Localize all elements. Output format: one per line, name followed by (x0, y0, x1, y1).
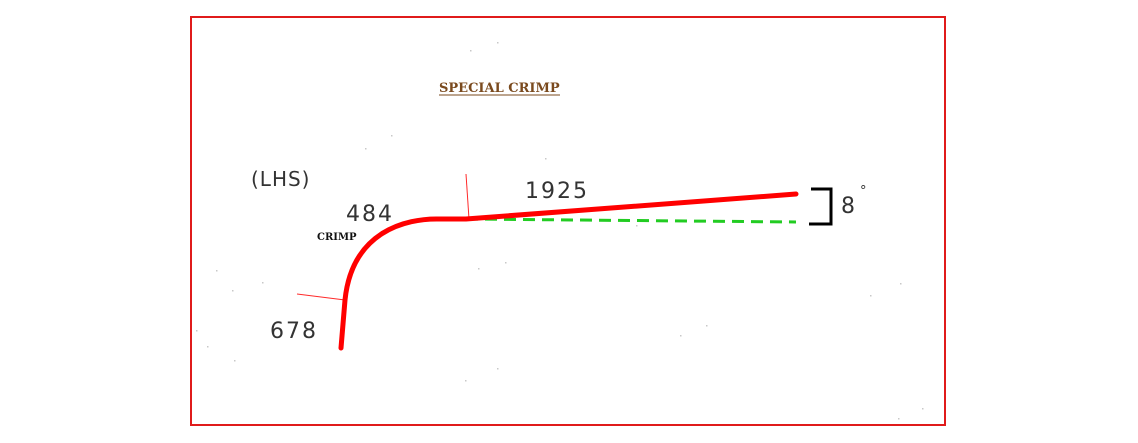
angle-degree-symbol: ° (860, 184, 867, 199)
drawing-title: SPECIAL CRIMP (439, 81, 560, 96)
reference-dashed-line (465, 217, 797, 224)
dimension-crimp-radius: 484 (346, 202, 394, 227)
crimp-label: CRIMP (317, 232, 357, 243)
tick-line-left (296, 293, 346, 301)
crimp-profile-line (338, 191, 799, 351)
angle-bracket (809, 187, 833, 226)
side-label: (LHS) (251, 167, 310, 191)
dimension-vertical-leg: 678 (270, 319, 318, 344)
tick-line-top (465, 173, 470, 220)
dimension-main-length: 1925 (525, 179, 589, 204)
angle-value: 8 (841, 194, 855, 219)
background-speckles (196, 42, 924, 420)
drawing-border (190, 16, 946, 426)
